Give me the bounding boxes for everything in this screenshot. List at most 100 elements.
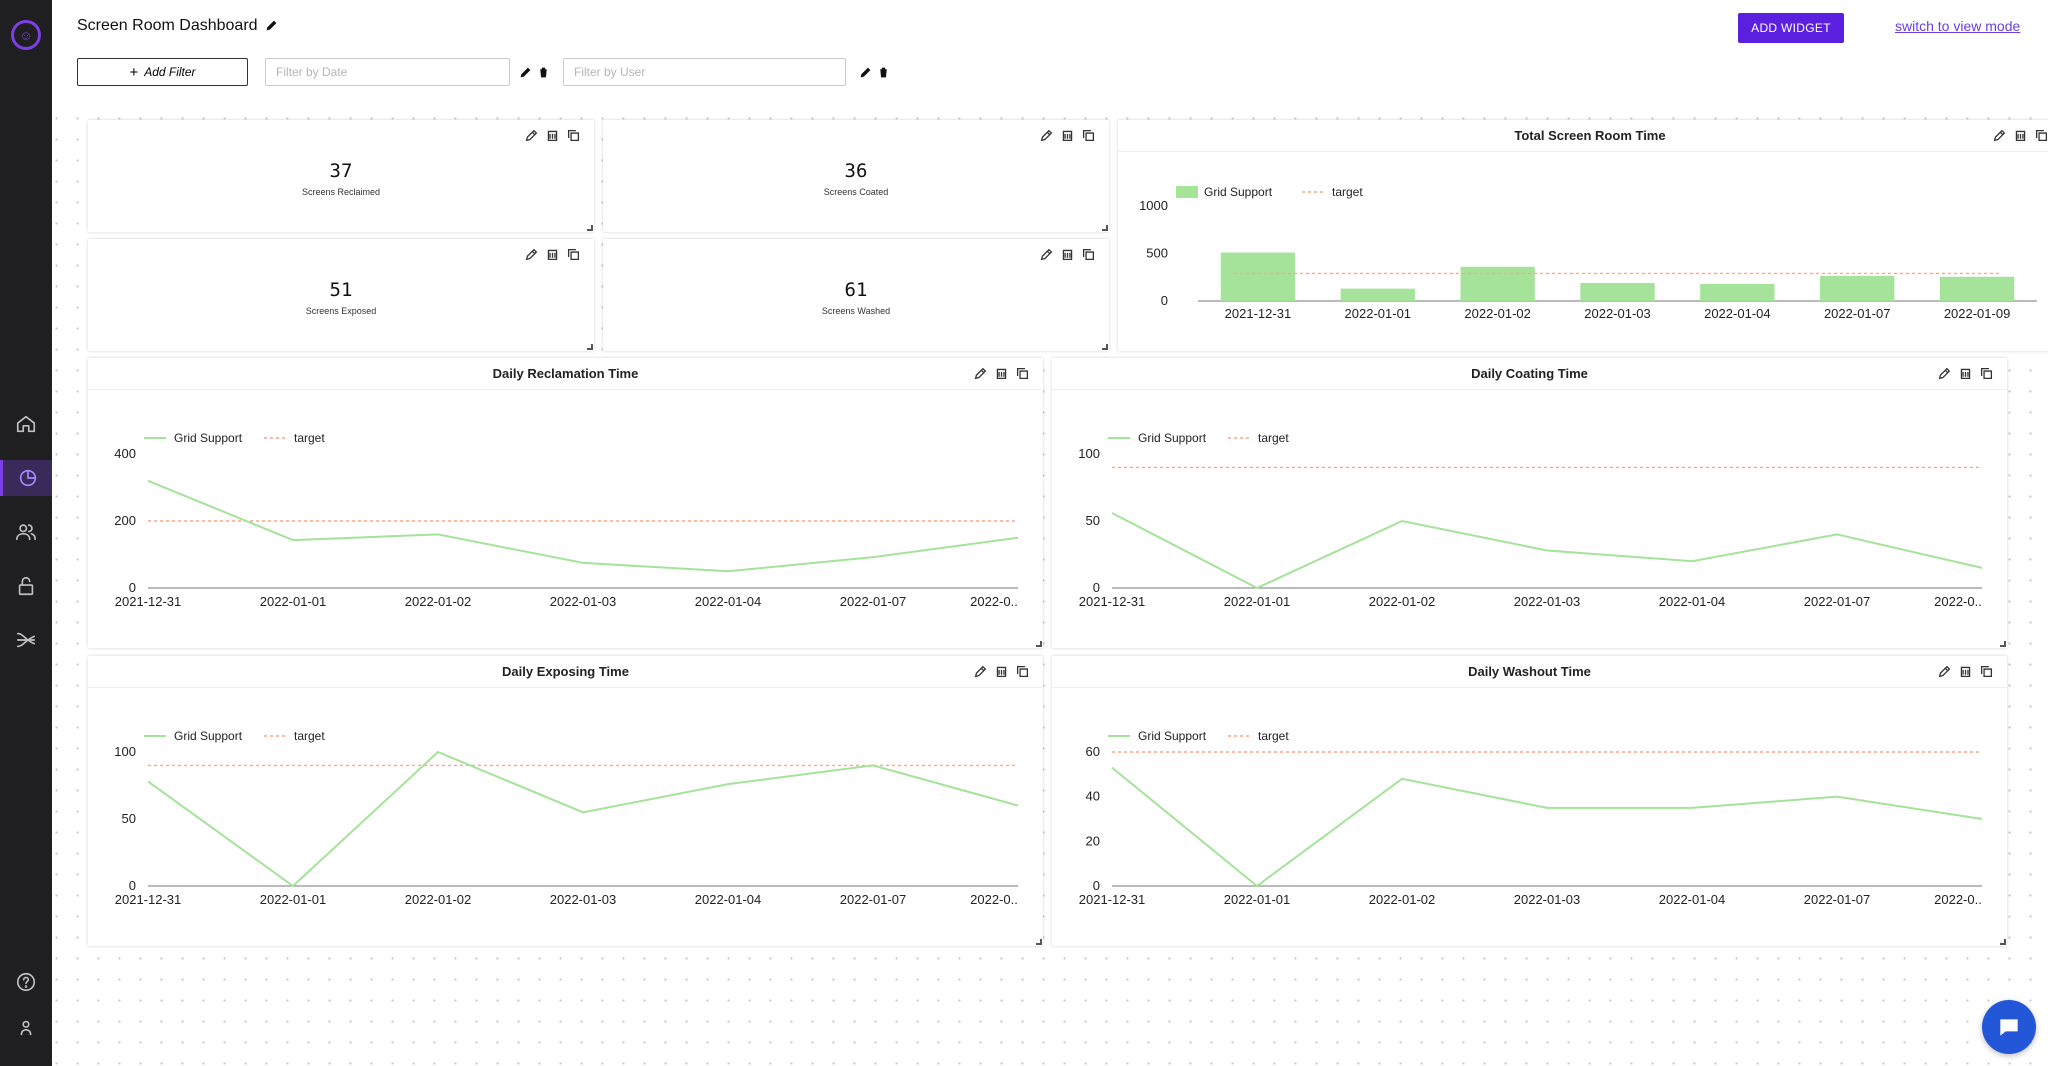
chart-card-total-screen-room-time[interactable]: Grid Support target 0 500 1000 2021-12-31 2022…: [1118, 120, 2048, 351]
delete-icon[interactable]: [2014, 129, 2027, 142]
chart-title: Daily Reclamation Time: [492, 366, 639, 381]
duplicate-icon[interactable]: [1082, 129, 1095, 142]
routing-icon[interactable]: [0, 622, 52, 658]
edit-icon[interactable]: [1993, 129, 2006, 142]
y-tick-label: 40: [1086, 789, 1100, 804]
add-filter-label: Add Filter: [144, 65, 196, 79]
x-tick-label: 2022-01-04: [1659, 892, 1726, 907]
edit-date-filter-icon[interactable]: [518, 65, 532, 79]
legend-label-grid-support: Grid Support: [1204, 185, 1273, 199]
resize-handle[interactable]: [1036, 641, 1042, 647]
dashboard-icon[interactable]: [0, 460, 52, 496]
delete-date-filter-icon[interactable]: [536, 65, 550, 79]
edit-icon[interactable]: [1040, 129, 1053, 142]
series-line-grid-support: [1111, 766, 1983, 888]
resize-handle[interactable]: [1036, 939, 1042, 945]
edit-icon[interactable]: [1040, 248, 1053, 261]
delete-icon[interactable]: [995, 367, 1008, 380]
y-tick-label: 0: [1161, 293, 1168, 308]
home-icon[interactable]: [0, 406, 52, 442]
filter-date-input[interactable]: [265, 58, 510, 86]
chart-title: Daily Coating Time: [1471, 366, 1588, 381]
chart-card-daily-exposing-time[interactable]: Grid Support target 0 50 100 2021-12-31 2022-0…: [88, 656, 1043, 946]
delete-icon[interactable]: [1061, 248, 1074, 261]
card-tools: [1040, 248, 1095, 261]
duplicate-icon[interactable]: [567, 248, 580, 261]
duplicate-icon[interactable]: [1016, 665, 1029, 678]
delete-user-filter-icon[interactable]: [876, 65, 890, 79]
y-tick-label: 20: [1086, 833, 1100, 848]
edit-icon[interactable]: [525, 129, 538, 142]
profile-icon[interactable]: [0, 1010, 52, 1046]
card-tools: [525, 129, 580, 142]
duplicate-icon[interactable]: [1980, 665, 1993, 678]
kpi-card[interactable]: 36 Screens Coated: [603, 120, 1109, 232]
y-tick-label: 1000: [1139, 198, 1168, 213]
kpi-card[interactable]: 61 Screens Washed: [603, 239, 1109, 351]
delete-icon[interactable]: [546, 129, 559, 142]
duplicate-icon[interactable]: [1016, 367, 1029, 380]
resize-handle[interactable]: [1102, 344, 1108, 350]
help-icon[interactable]: [0, 964, 52, 1000]
edit-icon[interactable]: [1938, 367, 1951, 380]
x-tick-label: 2021-12-31: [1225, 306, 1292, 321]
edit-icon[interactable]: [525, 248, 538, 261]
filter-user-input[interactable]: [563, 58, 846, 86]
kpi-value: 61: [844, 279, 868, 301]
resize-handle[interactable]: [587, 225, 593, 231]
logo-icon[interactable]: ☺: [11, 20, 41, 50]
edit-icon[interactable]: [974, 665, 987, 678]
duplicate-icon[interactable]: [567, 129, 580, 142]
users-icon[interactable]: [0, 514, 52, 550]
lock-icon[interactable]: [0, 568, 52, 604]
resize-handle[interactable]: [1102, 225, 1108, 231]
add-filter-button[interactable]: + Add Filter: [77, 58, 248, 86]
chart-svg: Grid Support target 0 200 400 2021-12-31 2022-…: [114, 431, 1019, 609]
chart-card-daily-reclamation-time[interactable]: Grid Support target 0 200 400 2021-12-31 2022-…: [88, 358, 1043, 648]
legend-label-grid-support: Grid Support: [174, 431, 243, 445]
chart-card-daily-washout-time[interactable]: Grid Support target 0 20 40 60 2021-12-31 2022-…: [1052, 656, 2007, 946]
edit-user-filter-icon[interactable]: [858, 65, 872, 79]
chart-title: Daily Exposing Time: [502, 664, 629, 679]
kpi-card[interactable]: 51 Screens Exposed: [88, 239, 594, 351]
legend-label-grid-support: Grid Support: [1138, 431, 1207, 445]
kpi-card[interactable]: 37 Screens Reclaimed: [88, 120, 594, 232]
chart-card-daily-coating-time[interactable]: Grid Support target 0 50 100 2021-12-31 2022-0…: [1052, 358, 2007, 648]
duplicate-icon[interactable]: [1980, 367, 1993, 380]
resize-handle[interactable]: [587, 344, 593, 350]
x-tick-label: 2021-12-31: [1079, 892, 1146, 907]
duplicate-icon[interactable]: [1082, 248, 1095, 261]
edit-icon[interactable]: [1938, 665, 1951, 678]
chat-icon: [2000, 1019, 2018, 1036]
x-tick-label: 2021-12-31: [115, 594, 182, 609]
kpi-label: Screens Reclaimed: [301, 187, 381, 197]
chart-svg: Grid Support target 0 50 100 2021-12-31 2022-0…: [1078, 431, 1983, 609]
x-tick-label: 2022-01-04: [695, 594, 762, 609]
x-tick-label: 2022-01-01: [1224, 594, 1291, 609]
delete-icon[interactable]: [995, 665, 1008, 678]
chart-title: Daily Washout Time: [1468, 664, 1591, 679]
x-tick-label: 2022-0..: [970, 892, 1018, 907]
card-tools: [1993, 129, 2048, 142]
resize-handle[interactable]: [2000, 939, 2006, 945]
kpi-value: 36: [844, 160, 868, 182]
switch-view-mode-link[interactable]: switch to view mode: [1895, 18, 2021, 34]
delete-icon[interactable]: [1061, 129, 1074, 142]
resize-handle[interactable]: [2000, 641, 2006, 647]
edit-icon[interactable]: [974, 367, 987, 380]
legend-label-grid-support: Grid Support: [174, 729, 243, 743]
edit-title-icon[interactable]: [264, 18, 278, 32]
chart-title: Total Screen Room Time: [1514, 128, 1666, 143]
x-tick-label: 2022-01-01: [1224, 892, 1291, 907]
delete-icon[interactable]: [546, 248, 559, 261]
legend-label-target: target: [294, 729, 325, 743]
delete-icon[interactable]: [1959, 367, 1972, 380]
chat-support-button[interactable]: [1982, 1000, 2036, 1054]
bar: [1939, 276, 2015, 301]
kpi-label: Screens Coated: [823, 187, 889, 197]
series-line-grid-support: [147, 750, 1019, 888]
delete-icon[interactable]: [1959, 665, 1972, 678]
duplicate-icon[interactable]: [2035, 129, 2048, 142]
x-tick-label: 2022-01-02: [405, 892, 472, 907]
add-widget-button[interactable]: ADD WIDGET: [1738, 13, 1844, 43]
